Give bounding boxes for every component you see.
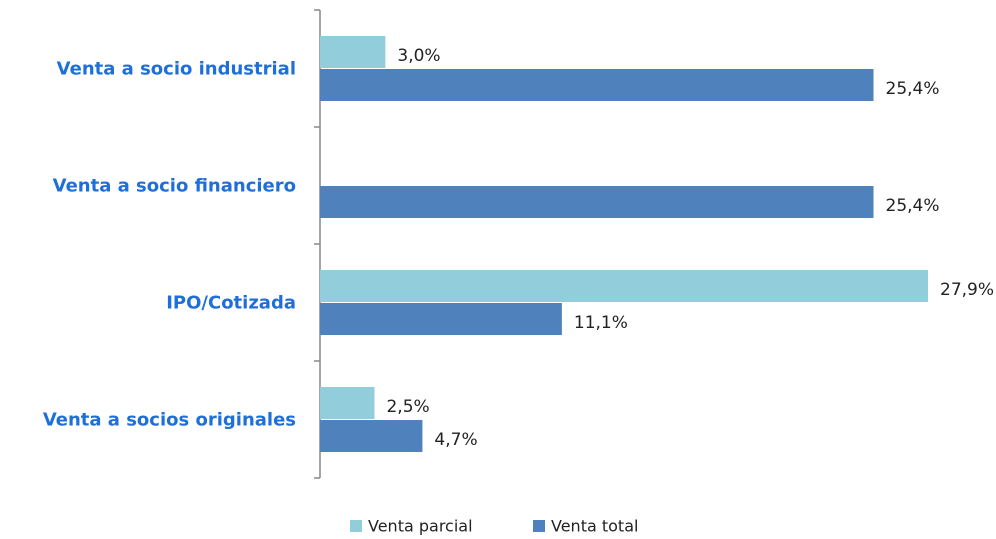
category-label: Venta a socio financiero — [53, 176, 296, 197]
data-label: 4,7% — [434, 430, 477, 450]
bar — [320, 420, 423, 452]
legend-swatch — [533, 520, 545, 532]
bar — [320, 270, 928, 302]
bar — [320, 69, 874, 101]
data-label: 25,4% — [886, 79, 940, 99]
data-label: 27,9% — [940, 280, 994, 300]
legend-label: Venta total — [551, 517, 638, 536]
category-label: IPO/Cotizada — [166, 293, 296, 314]
legend-label: Venta parcial — [368, 517, 473, 536]
category-label: Venta a socio industrial — [57, 59, 296, 80]
bar — [320, 387, 375, 419]
data-label: 3,0% — [397, 46, 440, 66]
bar — [320, 186, 874, 218]
data-label: 11,1% — [574, 313, 628, 333]
category-label: Venta a socios originales — [43, 410, 296, 431]
legend-swatch — [350, 520, 362, 532]
bar — [320, 303, 562, 335]
data-label: 25,4% — [886, 196, 940, 216]
data-label: 2,5% — [386, 397, 429, 417]
bar — [320, 36, 386, 68]
